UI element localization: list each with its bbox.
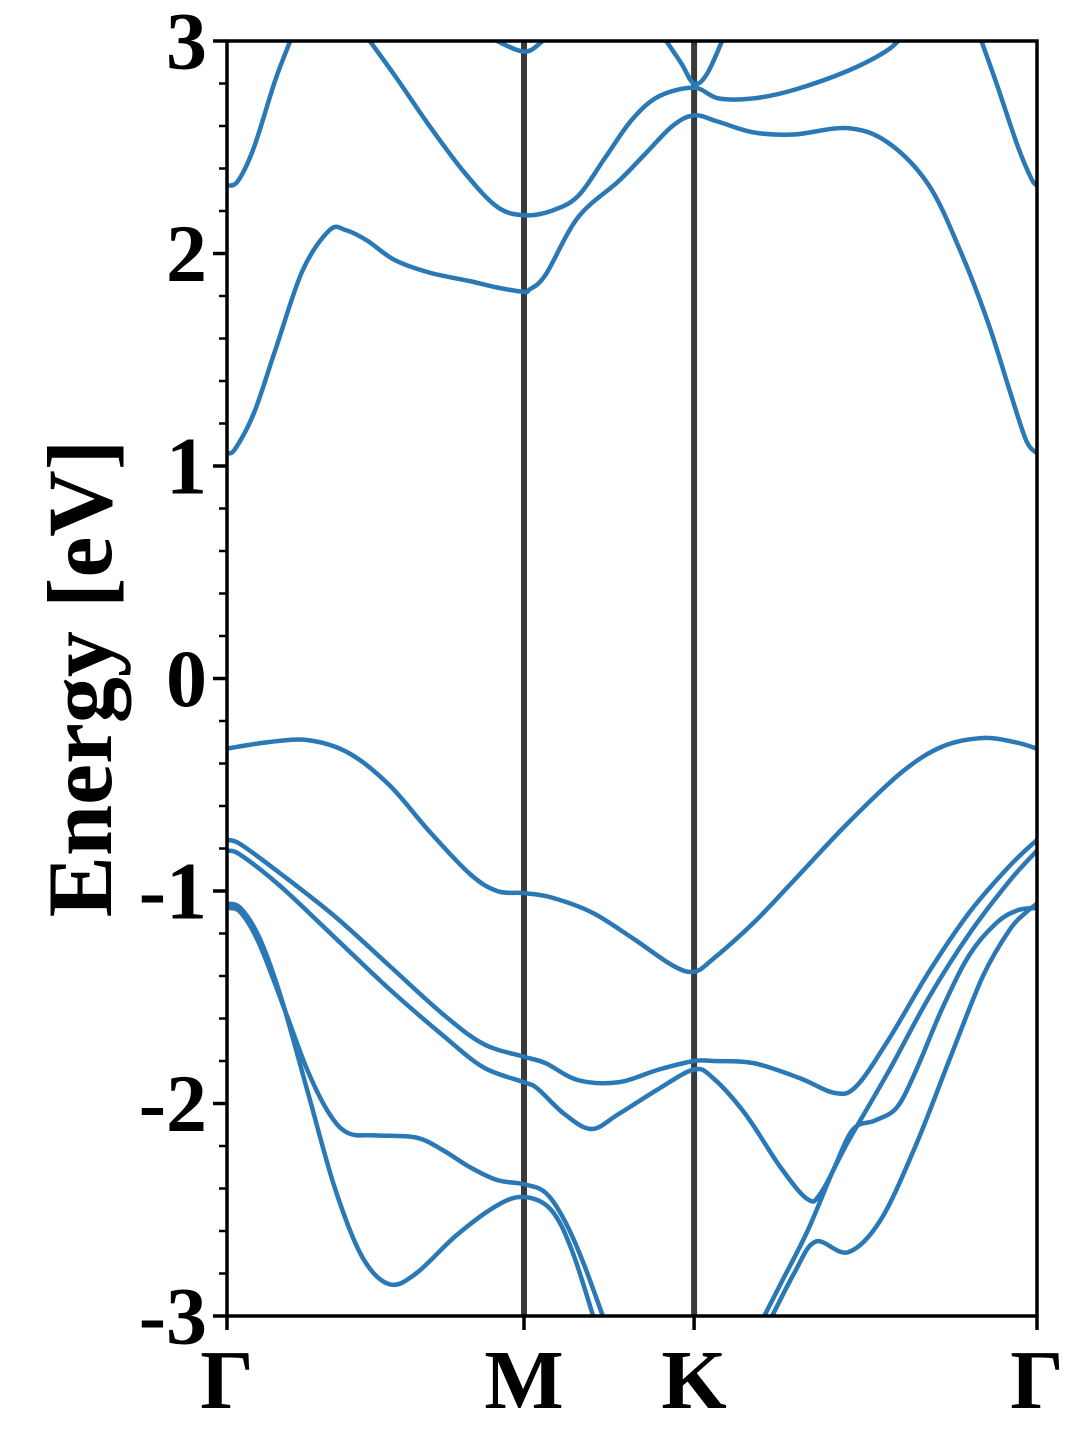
band-line-6 (979, 41, 1037, 188)
band-line-12 (761, 905, 1037, 1316)
band-line-4 (491, 41, 546, 54)
y-tick-label: 2 (166, 208, 207, 299)
x-tick-label-Γ: Γ (1010, 1334, 1063, 1427)
band-line-2 (227, 41, 293, 188)
y-tick-label: 0 (166, 633, 207, 724)
bands-layer (227, 41, 1037, 1316)
y-tick-label: -2 (139, 1058, 207, 1149)
band-line-9 (227, 848, 1037, 1204)
y-axis-ticks: -3 -2 -1 0 1 2 3 (139, 0, 227, 1362)
band-line-5 (663, 41, 725, 87)
x-tick-label-M: M (484, 1334, 563, 1427)
y-tick-label: 1 (166, 421, 207, 512)
band-line-13 (769, 901, 1037, 1316)
band-line-3 (366, 41, 902, 218)
y-tick-label: -3 (139, 1271, 207, 1362)
y-axis-label: Energy [eV] (29, 440, 131, 918)
band-line-1 (227, 113, 1037, 456)
x-tick-label-K: K (661, 1334, 726, 1427)
band-line-8 (227, 837, 1037, 1097)
y-tick-label: -1 (139, 846, 207, 937)
y-tick-label: 3 (166, 0, 207, 87)
high-symmetry-dividers (521, 41, 698, 1316)
x-tick-label-Γ: Γ (200, 1334, 253, 1427)
band-line-7 (227, 735, 1037, 975)
band-line-11 (227, 901, 596, 1316)
